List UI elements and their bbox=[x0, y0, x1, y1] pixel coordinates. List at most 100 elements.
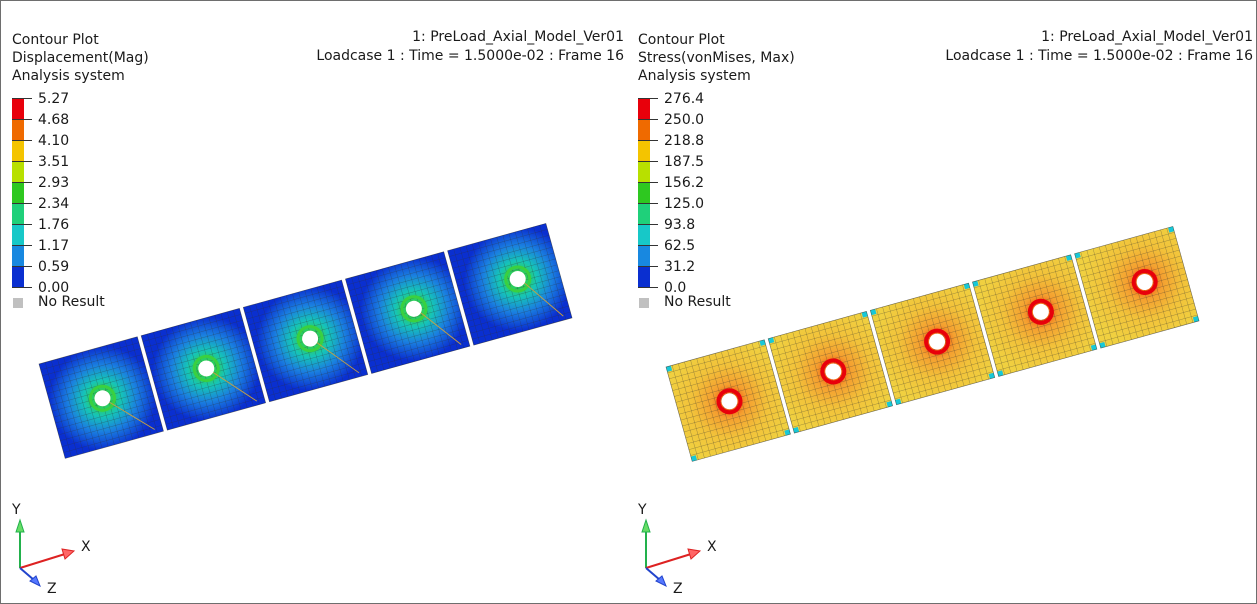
plate-element[interactable] bbox=[242, 279, 369, 403]
result-type: Displacement(Mag) bbox=[12, 50, 149, 66]
plate-element[interactable] bbox=[345, 251, 471, 374]
legend-tick bbox=[12, 161, 32, 162]
legend-label: 2.34 bbox=[38, 196, 70, 212]
legend-label: 0.0 bbox=[664, 280, 687, 296]
stress-model[interactable] bbox=[628, 2, 1255, 603]
model-name: 1: PreLoad_Axial_Model_Ver01 bbox=[412, 29, 624, 45]
legend-label: 187.5 bbox=[664, 154, 705, 170]
legend-color-band bbox=[12, 140, 24, 162]
plate-element[interactable] bbox=[972, 254, 1098, 377]
plate-element[interactable] bbox=[1074, 226, 1200, 349]
legend-color-band bbox=[638, 119, 650, 141]
axis-triad-graphic bbox=[15, 518, 76, 588]
legend-color-band bbox=[12, 161, 24, 183]
legend-tick bbox=[638, 266, 658, 267]
coordinate-system: Analysis system bbox=[12, 68, 125, 84]
plate-element[interactable] bbox=[665, 339, 791, 462]
legend-color-band bbox=[12, 245, 24, 267]
legend-tick bbox=[12, 98, 32, 99]
legend-color-band bbox=[12, 224, 24, 246]
legend-tick bbox=[12, 287, 32, 288]
legend-color-bar bbox=[638, 98, 658, 288]
plot-title-block: Contour Plot Stress(vonMises, Max) Analy… bbox=[638, 31, 795, 85]
result-type: Stress(vonMises, Max) bbox=[638, 50, 795, 66]
plate-element[interactable] bbox=[447, 223, 573, 346]
axis-triad-graphic bbox=[641, 518, 702, 588]
legend-label: 156.2 bbox=[664, 175, 705, 191]
legend-tick bbox=[12, 245, 32, 246]
contour-legend[interactable]: 276.4 250.0 218.8 187.5 156.2 125.0 93.8… bbox=[638, 91, 758, 311]
legend-tick bbox=[638, 140, 658, 141]
legend-color-band bbox=[638, 266, 650, 288]
legend-color-band bbox=[12, 98, 24, 120]
legend-tick bbox=[638, 287, 658, 288]
legend-color-bar bbox=[12, 98, 32, 288]
legend-color-band bbox=[12, 182, 24, 204]
legend-color-band bbox=[638, 182, 650, 204]
no-result-swatch bbox=[13, 298, 23, 308]
model-info: 1: PreLoad_Axial_Model_Ver01 Loadcase 1 … bbox=[945, 28, 1253, 66]
plate-element[interactable] bbox=[869, 282, 996, 406]
legend-color-band bbox=[638, 98, 650, 120]
stress-viewport[interactable]: Contour Plot Stress(vonMises, Max) Analy… bbox=[628, 2, 1255, 603]
legend-label: 31.2 bbox=[664, 259, 696, 275]
legend-label: 3.51 bbox=[38, 154, 70, 170]
legend-label: 1.76 bbox=[38, 217, 70, 233]
legend-label: 0.00 bbox=[38, 280, 70, 296]
legend-label: 2.93 bbox=[38, 175, 70, 191]
legend-tick bbox=[12, 119, 32, 120]
legend-label: 0.59 bbox=[38, 259, 70, 275]
legend-label: 5.27 bbox=[38, 91, 70, 107]
displacement-viewport[interactable]: Contour Plot Displacement(Mag) Analysis … bbox=[2, 2, 626, 603]
legend-color-band bbox=[12, 266, 24, 288]
legend-tick bbox=[12, 224, 32, 225]
loadcase-info: Loadcase 1 : Time = 1.5000e-02 : Frame 1… bbox=[945, 48, 1253, 64]
legend-tick bbox=[12, 266, 32, 267]
legend-color-band bbox=[638, 203, 650, 225]
triad-y-label: Y bbox=[12, 502, 21, 518]
legend-color-band bbox=[12, 203, 24, 225]
legend-label: 93.8 bbox=[664, 217, 696, 233]
contour-legend[interactable]: 5.27 4.68 4.10 3.51 2.93 2.34 1.76 1.17 … bbox=[12, 91, 132, 311]
legend-tick bbox=[638, 182, 658, 183]
legend-color-band bbox=[638, 224, 650, 246]
legend-tick bbox=[638, 203, 658, 204]
axis-triad: Y X Z bbox=[636, 500, 726, 600]
legend-tick bbox=[638, 224, 658, 225]
legend-tick bbox=[12, 182, 32, 183]
no-result-label: No Result bbox=[38, 294, 105, 310]
legend-label: 125.0 bbox=[664, 196, 705, 212]
loadcase-info: Loadcase 1 : Time = 1.5000e-02 : Frame 1… bbox=[316, 48, 624, 64]
legend-label: 62.5 bbox=[664, 238, 696, 254]
legend-color-band bbox=[638, 161, 650, 183]
legend-label: 1.17 bbox=[38, 238, 70, 254]
triad-y-label: Y bbox=[638, 502, 647, 518]
legend-color-band bbox=[638, 245, 650, 267]
legend-label: 276.4 bbox=[664, 91, 705, 107]
model-info: 1: PreLoad_Axial_Model_Ver01 Loadcase 1 … bbox=[316, 28, 624, 66]
triad-z-label: Z bbox=[673, 581, 683, 597]
displacement-model[interactable] bbox=[2, 2, 626, 603]
legend-color-band bbox=[12, 119, 24, 141]
legend-label: 250.0 bbox=[664, 112, 705, 128]
legend-tick bbox=[12, 203, 32, 204]
plot-title-block: Contour Plot Displacement(Mag) Analysis … bbox=[12, 31, 149, 85]
viewport-divider[interactable] bbox=[626, 2, 628, 603]
legend-tick bbox=[638, 119, 658, 120]
model-name: 1: PreLoad_Axial_Model_Ver01 bbox=[1041, 29, 1253, 45]
legend-label: 4.68 bbox=[38, 112, 70, 128]
plot-title: Contour Plot bbox=[12, 32, 99, 48]
no-result-swatch bbox=[639, 298, 649, 308]
coordinate-system: Analysis system bbox=[638, 68, 751, 84]
legend-tick bbox=[12, 140, 32, 141]
legend-tick bbox=[638, 98, 658, 99]
plot-title: Contour Plot bbox=[638, 32, 725, 48]
axis-triad: Y X Z bbox=[10, 500, 100, 600]
triad-x-label: X bbox=[707, 539, 717, 555]
triad-z-label: Z bbox=[47, 581, 57, 597]
plate-element[interactable] bbox=[140, 308, 266, 431]
plate-element[interactable] bbox=[767, 311, 893, 434]
plate-element[interactable] bbox=[38, 336, 164, 459]
legend-tick bbox=[638, 245, 658, 246]
